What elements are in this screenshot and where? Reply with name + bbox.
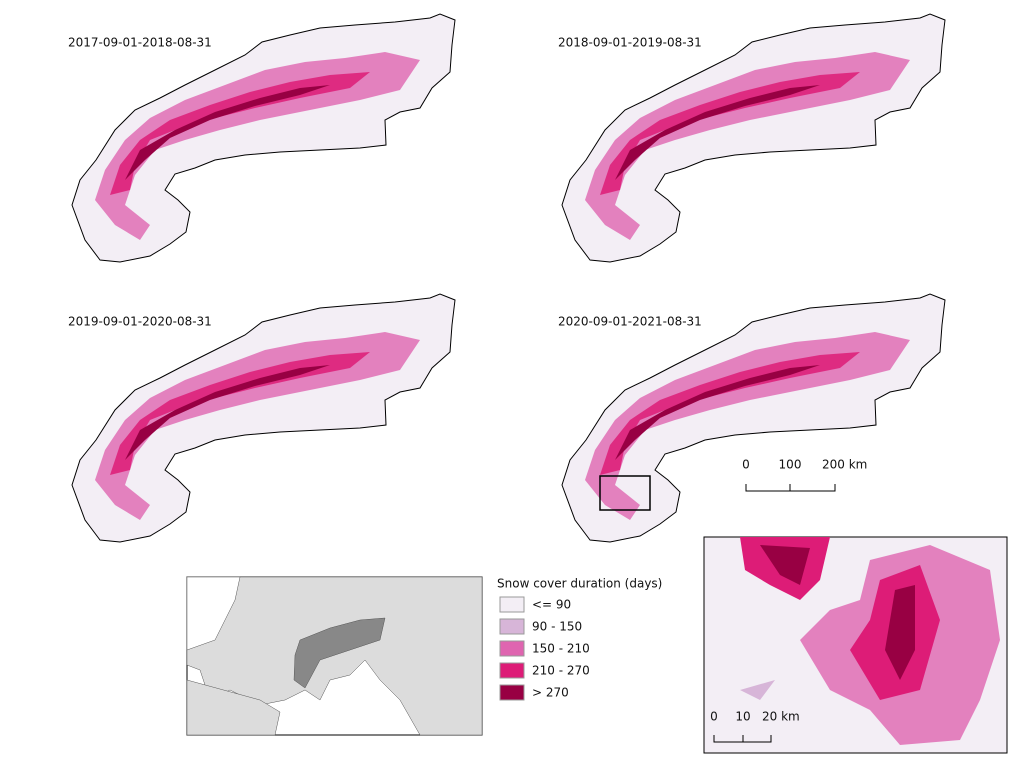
scale-label: 0 [742, 458, 750, 472]
map-panel [71, 293, 456, 543]
scale-label: 100 [779, 458, 802, 472]
legend-label: > 270 [532, 686, 569, 700]
panel-title: 2017-09-01-2018-08-31 [68, 36, 212, 50]
legend-title: Snow cover duration (days) [497, 577, 662, 591]
legend-label: 210 - 270 [532, 664, 590, 678]
legend-swatch [499, 684, 525, 701]
legend-swatch [499, 640, 525, 657]
legend-swatch [499, 618, 525, 635]
legend-swatch [499, 596, 525, 613]
zoom-map [703, 536, 1008, 754]
scale-label: 20 km [762, 710, 800, 724]
scale-label: 200 km [822, 458, 867, 472]
map-panel [561, 293, 946, 543]
legend-label: 150 - 210 [532, 642, 590, 656]
scale-label: 10 [735, 710, 750, 724]
scale-bar [745, 484, 836, 492]
legend-swatch [499, 662, 525, 679]
panel-title: 2020-09-01-2021-08-31 [558, 315, 702, 329]
panel-title: 2018-09-01-2019-08-31 [558, 36, 702, 50]
panel-title: 2019-09-01-2020-08-31 [68, 315, 212, 329]
zoom-scale-bar [713, 735, 772, 743]
map-panel [71, 13, 456, 263]
scale-label: 0 [710, 710, 718, 724]
locator-map [186, 576, 483, 736]
legend-label: 90 - 150 [532, 620, 582, 634]
map-panel [561, 13, 946, 263]
legend-label: <= 90 [532, 598, 571, 612]
zoom-box [599, 475, 651, 511]
